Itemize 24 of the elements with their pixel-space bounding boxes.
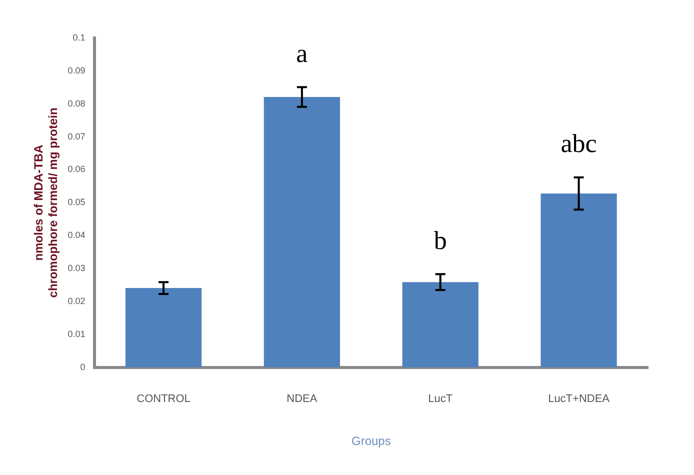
x-tick-label: LucT+NDEA <box>548 393 610 406</box>
bar <box>540 193 617 368</box>
y-tick-label: 0.06 <box>68 164 86 174</box>
bar <box>125 288 202 368</box>
y-tick-label: 0.04 <box>68 230 86 240</box>
y-tick-label: 0.03 <box>68 263 86 274</box>
x-tick-label: CONTROL <box>136 393 190 406</box>
y-tick-label: 0.1 <box>72 32 86 42</box>
y-tick-label: 0 <box>80 362 86 372</box>
y-tick-label: 0.01 <box>68 328 86 339</box>
bar <box>264 96 340 368</box>
y-tick-label: 0.07 <box>68 131 86 142</box>
bar <box>402 282 478 368</box>
y-tick-label: 0.09 <box>68 65 86 76</box>
y-tick-label: 0.08 <box>68 98 86 108</box>
annotation: abc <box>560 129 597 158</box>
x-tick-label: NDEA <box>286 393 318 406</box>
y-tick-label: 0.02 <box>68 296 86 306</box>
x-tick-label: LucT <box>428 393 453 406</box>
annotation: b <box>434 226 447 256</box>
x-axis-title: Groups <box>351 434 391 448</box>
annotation: a <box>296 38 308 68</box>
y-axis-title: nmoles of MDA-TBA chromophore formed/ mg protein <box>32 108 60 298</box>
y-tick-label: 0.05 <box>68 197 86 208</box>
